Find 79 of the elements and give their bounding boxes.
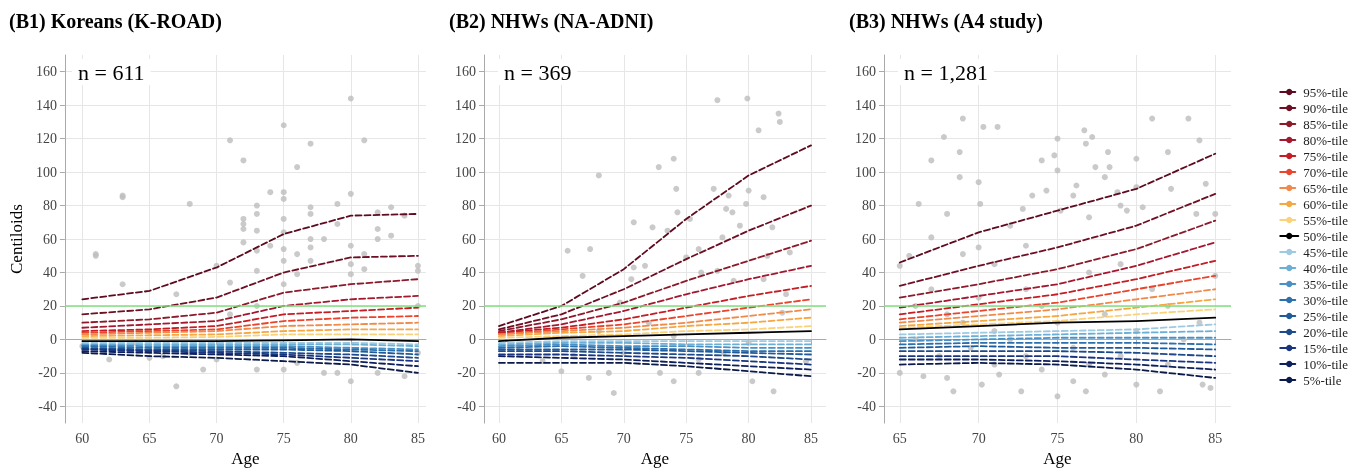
- legend-label: 10%-tile: [1303, 356, 1349, 372]
- x-axis-title: Age: [231, 449, 260, 468]
- y-tick-label: 160: [35, 64, 57, 80]
- y-tick-label: -40: [38, 398, 57, 414]
- y-tick-label: 120: [855, 131, 876, 147]
- y-tick-label: 160: [855, 64, 876, 80]
- annotation: n = 611: [78, 59, 145, 85]
- legend-label: 55%-tile: [1303, 212, 1349, 228]
- x-axis-title: Age: [1043, 449, 1072, 468]
- legend-label: 25%-tile: [1303, 308, 1349, 324]
- y-tick-label: 20: [462, 298, 476, 314]
- x-axis-title: Age: [640, 449, 670, 468]
- legend-label: 90%-tile: [1303, 100, 1349, 116]
- y-tick-label: 140: [855, 97, 876, 113]
- x-tick-label: 70: [971, 430, 986, 446]
- y-tick-label: -40: [857, 398, 876, 414]
- y-tick-label: 140: [35, 97, 57, 113]
- y-tick-label: 100: [855, 164, 876, 180]
- y-tick-label: 0: [49, 331, 57, 347]
- x-tick-label: 80: [1129, 430, 1144, 446]
- legend-label: 30%-tile: [1303, 292, 1349, 308]
- y-tick-label: 20: [862, 298, 876, 314]
- y-tick-label: -20: [457, 365, 476, 381]
- y-tick-label: 20: [42, 298, 57, 314]
- x-tick-label: 70: [616, 430, 631, 446]
- x-tick-label: 75: [1050, 430, 1065, 446]
- y-tick-label: 40: [42, 265, 57, 281]
- legend-label: 85%-tile: [1303, 116, 1349, 132]
- legend-label: 80%-tile: [1303, 132, 1349, 148]
- x-tick-label: 85: [804, 430, 819, 446]
- legend-label: 60%-tile: [1303, 196, 1349, 212]
- annotation: n = 369: [504, 59, 572, 85]
- chart-title: (B1) Koreans (K-ROAD): [9, 10, 222, 33]
- x-tick-label: 85: [1208, 430, 1223, 446]
- y-axis-title: Centiloids: [7, 204, 26, 274]
- x-tick-label: 80: [343, 430, 358, 446]
- legend-label: 45%-tile: [1303, 244, 1349, 260]
- x-tick-label: 65: [892, 430, 907, 446]
- legend-label: 35%-tile: [1303, 276, 1349, 292]
- y-tick-label: 40: [462, 265, 476, 281]
- chart-title: (B3) NHWs (A4 study): [849, 10, 1043, 33]
- legend-label: 15%-tile: [1303, 340, 1349, 356]
- y-tick-label: 100: [35, 164, 57, 180]
- x-tick-label: 60: [491, 430, 506, 446]
- x-tick-label: 60: [75, 430, 90, 446]
- y-tick-label: 60: [462, 231, 476, 247]
- y-tick-label: 100: [455, 164, 476, 180]
- legend-label: 20%-tile: [1303, 324, 1349, 340]
- legend-label: 95%-tile: [1303, 84, 1349, 100]
- x-tick-label: 85: [410, 430, 425, 446]
- y-tick-label: -20: [38, 365, 57, 381]
- x-tick-label: 70: [209, 430, 224, 446]
- y-tick-label: 60: [42, 231, 57, 247]
- x-tick-label: 65: [554, 430, 569, 446]
- x-tick-label: 80: [741, 430, 756, 446]
- x-tick-label: 65: [142, 430, 157, 446]
- y-tick-label: -20: [857, 365, 876, 381]
- y-tick-label: 140: [455, 97, 476, 113]
- x-tick-label: 75: [679, 430, 694, 446]
- y-tick-label: 80: [862, 198, 876, 214]
- y-tick-label: 80: [462, 198, 476, 214]
- y-tick-label: 0: [469, 331, 476, 347]
- legend-label: 5%-tile: [1303, 372, 1342, 388]
- legend-label: 65%-tile: [1303, 180, 1349, 196]
- y-tick-label: 120: [455, 131, 476, 147]
- legend-label: 50%-tile: [1303, 228, 1349, 244]
- y-tick-label: 80: [42, 198, 57, 214]
- y-tick-label: 40: [862, 265, 876, 281]
- y-tick-label: 0: [869, 331, 876, 347]
- legend-label: 70%-tile: [1303, 164, 1349, 180]
- legend-label: 40%-tile: [1303, 260, 1349, 276]
- chart-title: (B2) NHWs (NA-ADNI): [449, 10, 654, 33]
- annotation: n = 1,281: [904, 59, 988, 85]
- y-tick-label: -40: [457, 398, 476, 414]
- legend-label: 75%-tile: [1303, 148, 1349, 164]
- y-tick-label: 160: [455, 64, 476, 80]
- y-tick-label: 60: [862, 231, 876, 247]
- x-tick-label: 75: [276, 430, 291, 446]
- y-tick-label: 120: [35, 131, 57, 147]
